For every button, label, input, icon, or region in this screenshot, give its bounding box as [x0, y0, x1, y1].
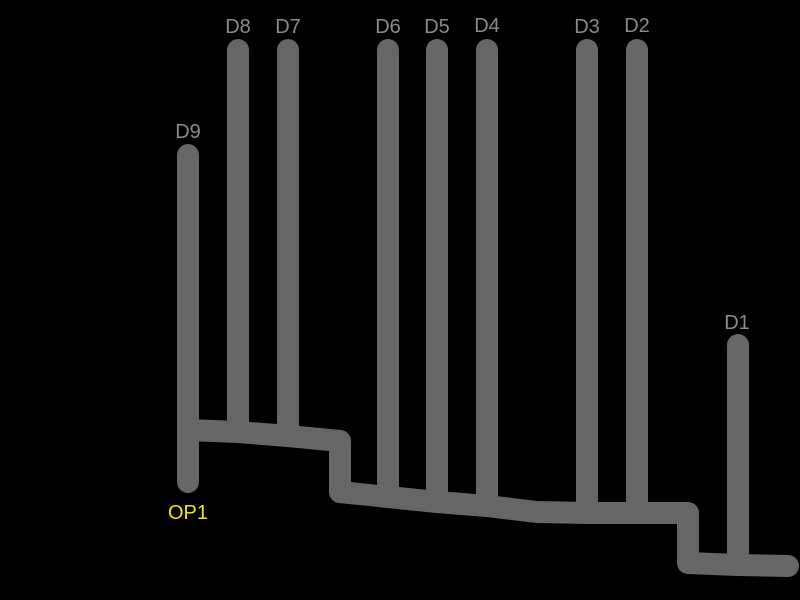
drain-label-d2: D2: [624, 15, 650, 37]
drain-label-d3: D3: [574, 16, 600, 38]
drain-label-d7: D7: [275, 16, 301, 38]
drain-label-d5: D5: [424, 16, 450, 38]
drain-label-d4: D4: [474, 15, 500, 37]
outlet-label-op1: OP1: [168, 502, 208, 524]
drain-label-d1: D1: [724, 312, 750, 334]
drain-label-d6: D6: [375, 16, 401, 38]
drain-label-d8: D8: [225, 16, 251, 38]
drain-label-d9: D9: [175, 121, 201, 143]
